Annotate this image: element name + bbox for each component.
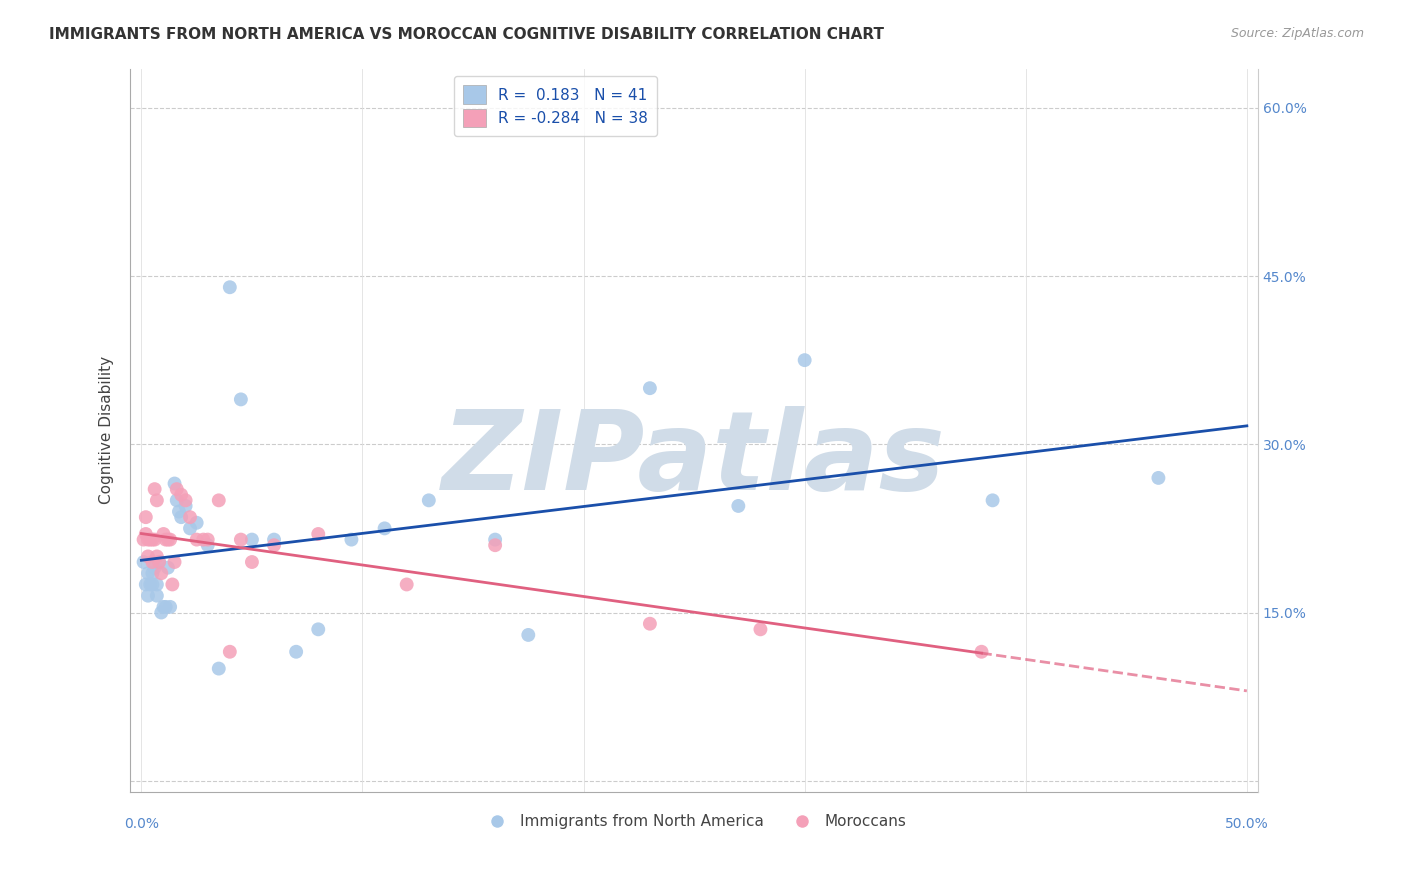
Point: [307, 527, 329, 541]
Point: [152, 599, 174, 614]
Point: [418, 493, 440, 508]
Point: [159, 533, 181, 547]
Point: [135, 527, 157, 541]
Point: [285, 645, 308, 659]
Point: [167, 504, 190, 518]
Point: [143, 560, 166, 574]
Point: [484, 538, 506, 552]
Point: [150, 566, 173, 581]
Point: [155, 533, 177, 547]
Point: [517, 628, 540, 642]
Text: IMMIGRANTS FROM NORTH AMERICA VS MOROCCAN COGNITIVE DISABILITY CORRELATION CHART: IMMIGRANTS FROM NORTH AMERICA VS MOROCCA…: [49, 27, 884, 42]
Point: [162, 577, 184, 591]
Point: [135, 577, 157, 591]
Point: [749, 623, 772, 637]
Point: [638, 616, 661, 631]
Point: [174, 499, 197, 513]
Point: [186, 516, 208, 530]
Point: [218, 280, 240, 294]
Point: [136, 566, 159, 581]
Point: [141, 555, 163, 569]
Legend: Immigrants from North America, Moroccans: Immigrants from North America, Moroccans: [475, 808, 912, 835]
Point: [981, 493, 1004, 508]
Point: [139, 577, 162, 591]
Point: [136, 533, 159, 547]
Point: [174, 493, 197, 508]
Point: [141, 566, 163, 581]
Y-axis label: Cognitive Disability: Cognitive Disability: [100, 356, 114, 504]
Point: [197, 533, 219, 547]
Point: [1147, 471, 1170, 485]
Text: 0.0%: 0.0%: [124, 817, 159, 831]
Point: [155, 599, 177, 614]
Point: [141, 533, 163, 547]
Point: [208, 662, 231, 676]
Point: [136, 549, 159, 564]
Point: [229, 392, 252, 407]
Point: [340, 533, 363, 547]
Point: [139, 533, 162, 547]
Point: [148, 555, 170, 569]
Point: [208, 493, 231, 508]
Point: [132, 555, 155, 569]
Point: [148, 555, 170, 569]
Text: Source: ZipAtlas.com: Source: ZipAtlas.com: [1230, 27, 1364, 40]
Point: [152, 527, 174, 541]
Point: [179, 521, 201, 535]
Point: [374, 521, 396, 535]
Point: [970, 645, 993, 659]
Point: [240, 555, 263, 569]
Point: [179, 510, 201, 524]
Point: [395, 577, 418, 591]
Point: [150, 606, 173, 620]
Point: [793, 353, 815, 368]
Text: 50.0%: 50.0%: [1225, 817, 1268, 831]
Point: [132, 533, 155, 547]
Point: [146, 577, 169, 591]
Point: [218, 645, 240, 659]
Point: [163, 476, 186, 491]
Point: [156, 560, 179, 574]
Point: [263, 538, 285, 552]
Point: [156, 533, 179, 547]
Point: [484, 533, 506, 547]
Point: [136, 589, 159, 603]
Point: [186, 533, 208, 547]
Point: [135, 510, 157, 524]
Point: [197, 538, 219, 552]
Point: [141, 577, 163, 591]
Point: [307, 623, 329, 637]
Point: [638, 381, 661, 395]
Point: [166, 493, 188, 508]
Point: [143, 482, 166, 496]
Point: [727, 499, 749, 513]
Point: [146, 549, 169, 564]
Point: [240, 533, 263, 547]
Point: [193, 533, 215, 547]
Point: [163, 555, 186, 569]
Point: [166, 482, 188, 496]
Text: ZIPatlas: ZIPatlas: [443, 406, 946, 513]
Point: [143, 533, 166, 547]
Point: [146, 589, 169, 603]
Point: [146, 493, 169, 508]
Point: [170, 510, 193, 524]
Point: [263, 533, 285, 547]
Point: [159, 599, 181, 614]
Point: [170, 488, 193, 502]
Point: [229, 533, 252, 547]
